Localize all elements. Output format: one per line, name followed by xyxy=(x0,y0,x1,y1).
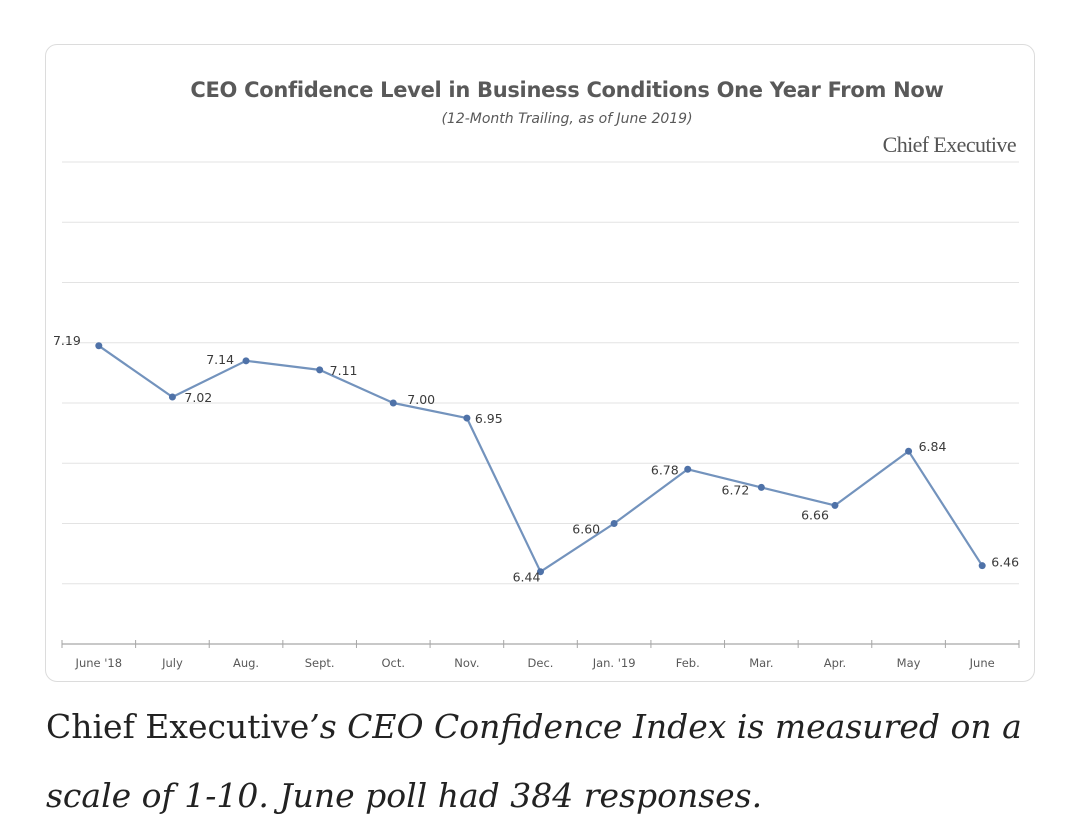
grid-lines xyxy=(62,161,1019,585)
data-label: 6.66 xyxy=(801,507,829,522)
data-labels: 7.19 7.02 7.14 7.11 7.00 6.95 6.44 6.60 6.78 6.72… xyxy=(53,333,1019,585)
series-line-layer xyxy=(97,344,984,573)
data-label: 7.19 xyxy=(53,333,81,348)
data-label: 6.78 xyxy=(651,462,679,477)
x-tick-label: Oct. xyxy=(381,656,405,670)
brand-logo: Chief Executive xyxy=(882,132,1017,157)
chart-card xyxy=(45,44,1035,682)
data-points xyxy=(95,342,986,576)
x-tick-label: Jan. '19 xyxy=(592,656,636,670)
data-label: 6.95 xyxy=(475,411,503,426)
series-line xyxy=(97,344,984,573)
data-label: 7.02 xyxy=(184,390,212,405)
caption-text: ’s CEO Confidence Index is measured on a… xyxy=(46,707,1022,815)
x-tick-label: Nov. xyxy=(454,656,479,670)
x-tick-label: May xyxy=(897,656,921,670)
data-label: 7.00 xyxy=(407,392,435,407)
data-point xyxy=(95,342,103,350)
x-tick-label: Sept. xyxy=(305,656,335,670)
data-point xyxy=(610,520,618,527)
data-point xyxy=(463,414,471,422)
data-point xyxy=(905,447,913,455)
x-tick-label: Mar. xyxy=(749,656,773,670)
data-point xyxy=(389,399,397,407)
data-label: 7.14 xyxy=(206,352,234,367)
data-point xyxy=(978,562,986,570)
data-point xyxy=(757,483,765,491)
data-point xyxy=(831,501,839,509)
data-label: 6.60 xyxy=(572,522,600,537)
caption-publication: Chief Executive xyxy=(46,707,310,746)
data-label: 6.84 xyxy=(919,439,947,454)
x-tick-label: June '18 xyxy=(75,656,123,670)
data-label: 6.44 xyxy=(513,570,541,585)
caption: Chief Executive’s CEO Confidence Index i… xyxy=(46,692,1056,830)
x-tick-label: Aug. xyxy=(233,656,259,670)
data-point xyxy=(168,393,176,401)
data-point xyxy=(316,366,324,374)
chart-subtitle: (12-Month Trailing, as of June 2019) xyxy=(441,111,693,127)
x-tick-label: July xyxy=(161,656,183,670)
x-tick-label: Feb. xyxy=(676,656,700,670)
chart-title: CEO Confidence Level in Business Conditi… xyxy=(190,78,944,102)
data-point xyxy=(242,357,250,365)
data-point xyxy=(537,568,544,576)
x-axis: June '18 July Aug. Sept. Oct. Nov. Dec. Jan. '1… xyxy=(61,640,1020,670)
data-label: 6.46 xyxy=(991,555,1019,570)
data-label: 7.11 xyxy=(330,363,358,378)
data-point xyxy=(684,465,692,473)
x-tick-label: June xyxy=(969,656,995,670)
x-tick-label: Apr. xyxy=(824,656,847,670)
x-tick-label: Dec. xyxy=(528,656,554,670)
data-label: 6.72 xyxy=(722,482,750,497)
